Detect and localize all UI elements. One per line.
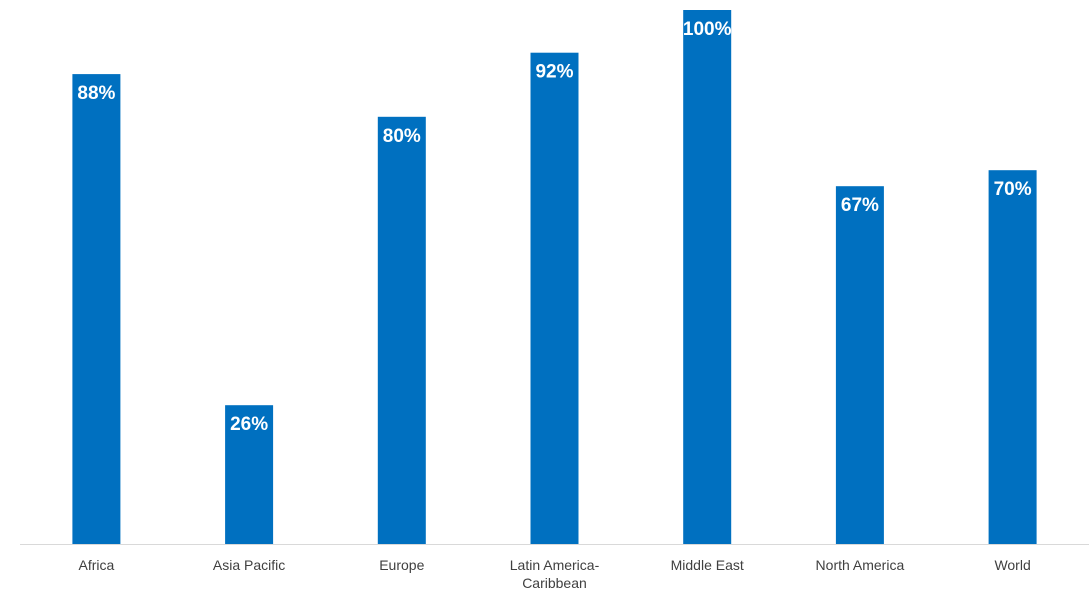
data-labels-group: 88% 26% 80% 92% 100% 67% 70% (77, 19, 1031, 435)
bar (530, 52, 579, 544)
category-label-line: Middle East (671, 557, 744, 573)
bar (225, 405, 274, 544)
category-label-line: World (994, 557, 1030, 573)
category-label-line: Asia Pacific (213, 557, 285, 573)
data-label: 26% (230, 414, 268, 435)
bar (683, 10, 732, 544)
category-label: North America (816, 557, 905, 573)
category-label-line: Europe (379, 557, 424, 573)
data-label: 100% (683, 19, 732, 40)
category-labels-group: Africa Asia Pacific Europe Latin America- Ca… (79, 557, 1031, 591)
data-label: 67% (841, 195, 879, 216)
category-label-line: Africa (79, 557, 115, 573)
category-label-line: Latin America- (510, 557, 600, 573)
bar (988, 170, 1037, 544)
category-label: Latin America- Caribbean (510, 557, 600, 591)
data-label: 80% (383, 126, 421, 147)
category-label: Middle East (671, 557, 744, 573)
category-label: Africa (79, 557, 115, 573)
category-label: World (994, 557, 1030, 573)
category-label-line: North America (816, 557, 905, 573)
data-label: 92% (535, 62, 573, 83)
bar (835, 186, 884, 544)
bar (377, 116, 426, 545)
category-label: Europe (379, 557, 424, 573)
bars-group (72, 10, 1037, 545)
category-label-line: Caribbean (522, 575, 587, 591)
bar (72, 74, 121, 544)
data-label: 88% (77, 83, 115, 104)
data-label: 70% (994, 179, 1032, 200)
category-label: Asia Pacific (213, 557, 285, 573)
